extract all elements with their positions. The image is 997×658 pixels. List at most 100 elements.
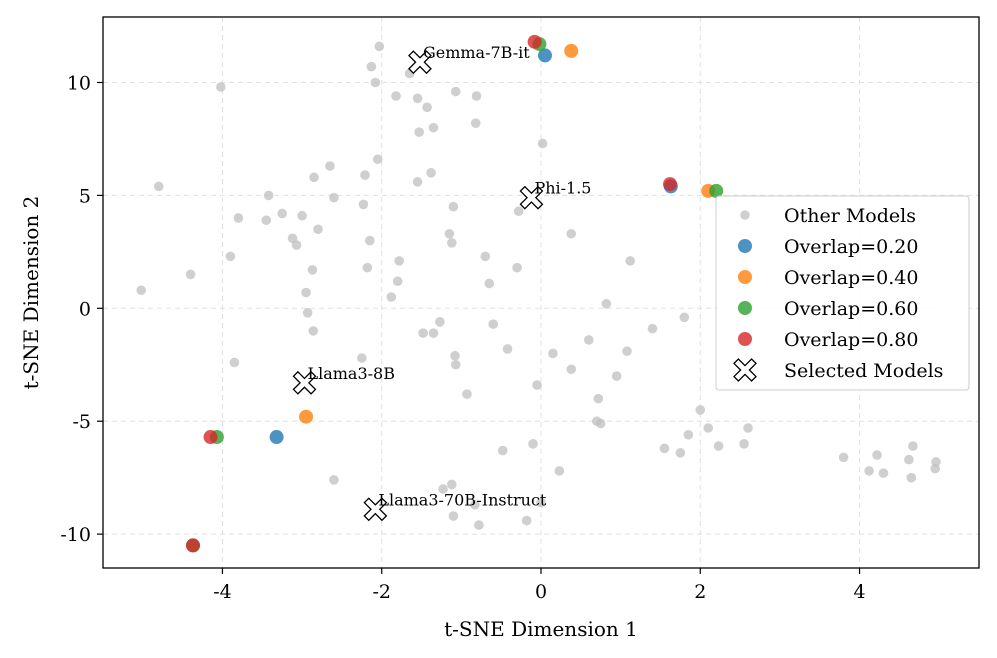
point-other-models	[601, 298, 612, 309]
point-other-models	[428, 328, 439, 338]
y-tick-label: 5	[79, 185, 91, 207]
point-other-models	[357, 353, 367, 363]
legend-box	[715, 195, 970, 391]
point-other-models	[931, 457, 941, 467]
point-other-models	[713, 441, 724, 451]
point-selected-models	[408, 50, 432, 75]
point-other-models	[412, 177, 423, 187]
point-other-models	[474, 520, 484, 530]
x-tick-label: 2	[694, 581, 706, 603]
point-other-models	[450, 359, 461, 370]
point-other-models	[308, 326, 319, 336]
point-other-models	[593, 393, 604, 404]
legend-marker	[738, 301, 752, 315]
point-other-models	[297, 210, 307, 221]
point-other-models	[521, 515, 532, 526]
legend-label: Overlap=0.60	[784, 298, 918, 320]
legend-label: Selected Models	[784, 360, 943, 382]
point-other-models	[864, 466, 874, 476]
y-axis-label: t-SNE Dimension 2	[19, 196, 43, 390]
point-other-models	[537, 138, 548, 149]
point-other-models	[358, 199, 369, 210]
point-other-models	[625, 256, 635, 266]
point-other-models	[743, 423, 753, 433]
point-selected-models	[292, 370, 317, 395]
point-other-models	[450, 350, 460, 361]
point-other-models	[360, 170, 370, 180]
point-other-models	[329, 475, 339, 485]
point-other-models	[647, 323, 658, 334]
point-overlap-0-40	[299, 409, 314, 424]
point-overlap-0-20	[537, 48, 552, 63]
point-other-models	[904, 454, 914, 465]
point-other-models	[412, 93, 423, 104]
point-other-models	[370, 77, 381, 88]
point-other-models	[447, 238, 457, 248]
point-other-models	[329, 192, 339, 203]
point-other-models	[488, 319, 499, 329]
point-other-models	[484, 278, 495, 289]
point-other-models	[528, 438, 538, 449]
annotation-label: Llama3-8B	[307, 364, 395, 383]
point-other-models	[595, 418, 606, 429]
point-other-models	[739, 438, 749, 449]
point-other-models	[554, 466, 565, 476]
point-other-models	[428, 122, 439, 133]
point-other-models	[394, 256, 405, 266]
point-other-models	[372, 154, 383, 165]
point-other-models	[659, 443, 670, 454]
point-other-models	[302, 308, 313, 318]
y-tick-label: -10	[60, 524, 91, 546]
point-other-models	[548, 348, 558, 359]
point-other-models	[447, 479, 457, 490]
point-overlap-0-80	[203, 430, 218, 445]
legend-label: Overlap=0.80	[784, 329, 918, 351]
point-other-models	[362, 262, 373, 273]
legend-label: Other Models	[784, 205, 916, 227]
annotation-label: Llama3-70B-Instruct	[378, 490, 547, 509]
point-other-models	[391, 91, 401, 101]
legend-marker	[738, 270, 752, 284]
point-overlap-0-20	[269, 430, 284, 445]
point-other-models	[448, 201, 459, 212]
point-other-models	[438, 484, 448, 494]
point-other-models	[683, 429, 694, 440]
point-other-models	[153, 181, 164, 192]
point-overlap-0-80	[185, 538, 200, 553]
point-other-models	[470, 118, 481, 128]
point-other-models	[675, 448, 686, 458]
point-other-models	[470, 499, 480, 510]
point-other-models	[307, 265, 318, 275]
point-other-models	[233, 213, 244, 223]
legend-marker	[738, 332, 752, 346]
point-other-models	[908, 441, 918, 451]
point-other-models	[325, 161, 335, 171]
point-other-models	[392, 276, 403, 287]
point-other-models	[185, 269, 196, 280]
point-other-models	[872, 450, 882, 460]
point-other-models	[136, 285, 147, 296]
point-other-models	[216, 82, 226, 92]
annotations: Gemma-7B-it Phi-1.5 Llama3-8B Llama3-70B-In…	[307, 43, 591, 509]
point-other-models	[502, 344, 513, 354]
point-other-models	[261, 215, 272, 226]
point-other-models	[366, 61, 377, 72]
point-other-models	[497, 445, 508, 456]
point-other-models	[364, 235, 375, 246]
data-points	[136, 34, 941, 553]
legend-marker	[733, 358, 757, 382]
point-other-models	[426, 168, 436, 178]
point-other-models	[532, 380, 542, 390]
point-other-models	[583, 335, 594, 345]
point-overlap-0-60	[709, 183, 724, 198]
point-other-models	[435, 317, 445, 327]
point-other-models	[906, 472, 917, 483]
point-other-models	[611, 371, 622, 381]
point-other-models	[679, 312, 690, 323]
x-tick-label: -2	[372, 581, 391, 603]
axis-ticks: -4 -2 0 2 4 -10 -5 0 5 10	[60, 72, 865, 603]
point-other-models	[444, 228, 455, 239]
point-other-models	[291, 240, 302, 250]
legend-label: Overlap=0.40	[784, 267, 918, 289]
